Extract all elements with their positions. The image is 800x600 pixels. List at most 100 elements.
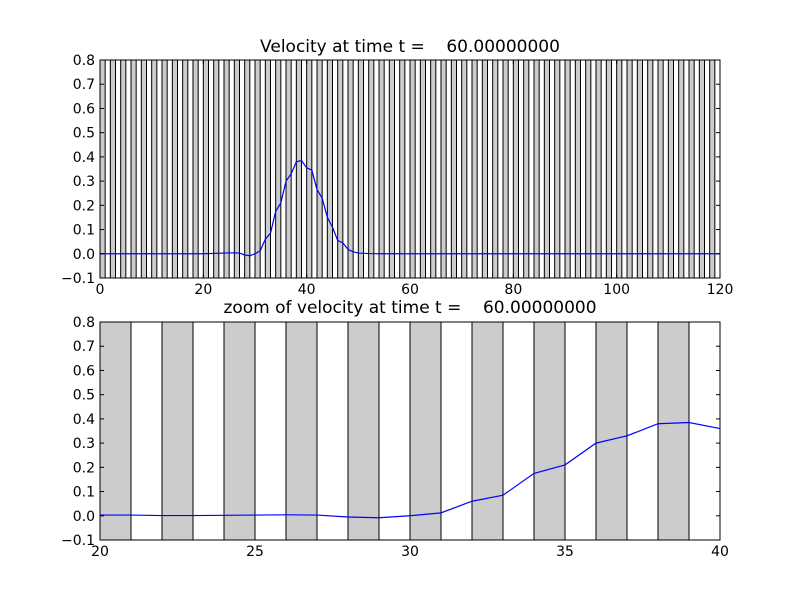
shaded-cell xyxy=(502,59,509,279)
shaded-cell xyxy=(109,59,117,279)
x-tick-label: 60 xyxy=(401,282,419,298)
x-tick-label: 120 xyxy=(707,282,734,298)
shaded-cell xyxy=(461,59,468,279)
shaded-cell xyxy=(657,321,690,541)
y-tick-label: 0.8 xyxy=(73,53,95,69)
shaded-cell xyxy=(316,59,323,279)
shaded-cell xyxy=(667,59,674,279)
y-tick-label: 0.5 xyxy=(73,126,95,142)
shaded-cell xyxy=(450,59,458,279)
shaded-cell xyxy=(626,59,633,279)
shaded-cell xyxy=(264,59,272,279)
shaded-cell xyxy=(419,59,427,279)
shaded-cell xyxy=(678,59,685,279)
shaded-cell xyxy=(595,59,602,279)
shaded-cell xyxy=(171,59,178,279)
shaded-cell xyxy=(275,59,282,279)
shaded-cell xyxy=(368,59,375,279)
y-tick-label: 0.3 xyxy=(73,436,95,452)
y-tick-label: 0.8 xyxy=(73,315,95,331)
shaded-cell xyxy=(202,59,209,279)
shaded-cell xyxy=(151,59,158,279)
y-tick-label: −0.1 xyxy=(61,533,95,549)
y-tick-label: 0.0 xyxy=(73,509,95,525)
y-tick-label: 0.2 xyxy=(73,460,95,476)
y-tick-label: 0.6 xyxy=(73,363,95,379)
y-tick-label: 0.5 xyxy=(73,388,95,404)
shaded-cell xyxy=(430,59,437,279)
shaded-cell xyxy=(223,321,256,541)
shaded-cell xyxy=(605,59,612,279)
shaded-cell xyxy=(585,59,592,279)
shaded-cell xyxy=(409,321,442,541)
shaded-cell xyxy=(161,321,194,541)
velocity-chart-title: Velocity at time t = 60.00000000 xyxy=(260,37,560,57)
y-tick-label: 0.1 xyxy=(73,223,95,239)
shaded-cell xyxy=(647,59,654,279)
shaded-cell xyxy=(616,59,623,279)
velocity-chart: Velocity at time t = 60.00000000 0 20 40 60… xyxy=(61,37,733,298)
x-tick-label: 30 xyxy=(401,544,419,560)
velocity-line xyxy=(100,159,720,257)
x-tick-label: 35 xyxy=(556,544,574,560)
y-tick-label: −0.1 xyxy=(61,271,95,287)
shaded-cell xyxy=(285,321,318,541)
x-tick-label: 100 xyxy=(603,282,630,298)
x-tick-label: 40 xyxy=(711,544,729,560)
shaded-cell xyxy=(554,59,561,279)
shaded-cell xyxy=(543,59,550,279)
y-tick-label: 0.6 xyxy=(73,101,95,117)
velocity-x-axis: 0 20 40 60 80 100 120 xyxy=(96,60,734,298)
shaded-cell xyxy=(357,59,365,279)
x-tick-label: 0 xyxy=(96,282,105,298)
velocity-line xyxy=(100,421,721,519)
shaded-cell xyxy=(347,321,380,541)
zoom-velocity-chart-title: zoom of velocity at time t = 60.00000000 xyxy=(223,298,596,318)
shaded-cell xyxy=(698,59,705,279)
shaded-cell xyxy=(99,321,132,541)
x-tick-label: 25 xyxy=(246,544,264,560)
x-tick-label: 20 xyxy=(91,544,109,560)
y-tick-label: 0.1 xyxy=(73,485,95,501)
shaded-cell xyxy=(564,59,571,279)
shaded-cell xyxy=(120,59,127,279)
x-tick-label: 40 xyxy=(298,282,316,298)
shaded-cell xyxy=(233,59,240,279)
x-tick-label: 20 xyxy=(194,282,212,298)
y-tick-label: 0.4 xyxy=(73,150,95,166)
shaded-cell xyxy=(295,59,303,279)
shaded-cell xyxy=(130,59,137,279)
shaded-cell xyxy=(523,59,530,279)
shaded-cell xyxy=(99,59,106,279)
y-tick-label: 0.3 xyxy=(73,174,95,190)
shaded-cell xyxy=(254,59,261,279)
shaded-cell xyxy=(709,59,716,279)
shaded-cell xyxy=(492,59,499,279)
y-tick-label: 0.7 xyxy=(73,77,95,93)
shaded-cell xyxy=(223,59,230,279)
shaded-cell xyxy=(285,59,292,279)
shaded-cell xyxy=(688,59,695,279)
zoom-x-axis: 20 25 30 35 40 xyxy=(91,322,729,560)
zoom-series xyxy=(100,421,721,519)
shaded-cell xyxy=(471,59,478,279)
velocity-series xyxy=(100,159,720,257)
shaded-cell xyxy=(533,321,566,541)
shaded-cell xyxy=(347,59,354,279)
shaded-cell xyxy=(213,59,220,279)
shaded-cell xyxy=(574,59,581,279)
shaded-cell xyxy=(636,59,643,279)
shaded-cell xyxy=(533,59,540,279)
x-tick-label: 80 xyxy=(504,282,522,298)
shaded-cell xyxy=(388,59,396,279)
shaded-cell xyxy=(481,59,489,279)
velocity-y-axis: −0.1 0.0 0.1 0.2 0.3 0.4 0.5 0.6 0.7 0.8 xyxy=(61,53,720,287)
shaded-cell xyxy=(399,59,406,279)
shaded-cell xyxy=(595,321,628,541)
shaded-cell xyxy=(326,59,334,279)
zoom-velocity-chart: zoom of velocity at time t = 60.00000000… xyxy=(61,298,729,560)
shaded-cell xyxy=(409,59,416,279)
shaded-cell xyxy=(471,321,504,541)
y-tick-label: 0.7 xyxy=(73,339,95,355)
